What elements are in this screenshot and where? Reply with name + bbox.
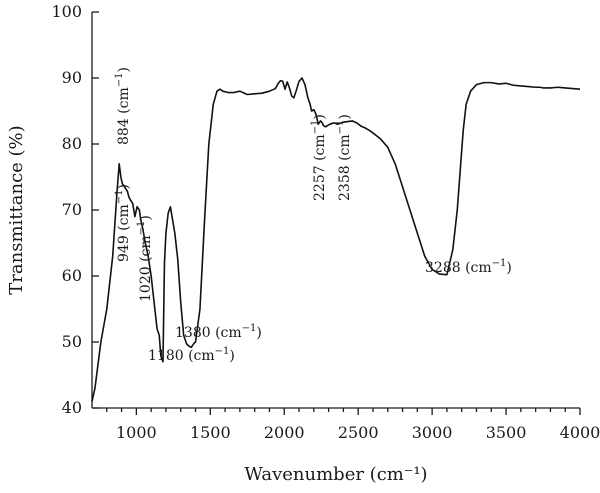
annotation-2358: 2358 (cm−1) [335, 114, 353, 201]
y-tick-label: 40 [62, 398, 82, 417]
y-tick-label: 70 [62, 200, 82, 219]
y-ticks: 40 50 60 70 80 90 100 [51, 2, 99, 417]
x-tick-label: 1000 [116, 423, 157, 442]
annotation-1180: 1180 (cm−1) [148, 346, 235, 364]
annotation-884: 884 (cm−1) [114, 67, 132, 145]
x-tick-label: 1500 [190, 423, 231, 442]
y-tick-label: 90 [62, 68, 82, 87]
series-layer [91, 77, 581, 402]
x-tick-label: 3500 [486, 423, 527, 442]
x-ticks: 1000 1500 2000 2500 3000 3500 4000 [106, 408, 600, 442]
x-tick-label: 2500 [338, 423, 379, 442]
annotation-3288: 3288 (cm−1) [425, 258, 512, 276]
y-tick-label: 50 [62, 332, 82, 351]
y-tick-label: 60 [62, 266, 82, 285]
x-tick-label: 2000 [264, 423, 305, 442]
y-tick-label: 80 [62, 134, 82, 153]
annotation-949: 949 (cm−1) [114, 184, 132, 262]
annotation-1020: 1020 (cm−1) [136, 215, 154, 302]
transmittance-line [91, 77, 581, 402]
annotation-2257: 2257 (cm−1) [310, 114, 328, 201]
x-axis-title: Wavenumber (cm⁻¹) [244, 464, 427, 485]
y-axis-title: Transmittance (%) [6, 125, 27, 294]
x-tick-label: 4000 [560, 423, 600, 442]
x-tick-label: 3000 [412, 423, 453, 442]
y-tick-label: 100 [51, 2, 82, 21]
annotation-1380: 1380 (cm−1) [175, 323, 262, 341]
